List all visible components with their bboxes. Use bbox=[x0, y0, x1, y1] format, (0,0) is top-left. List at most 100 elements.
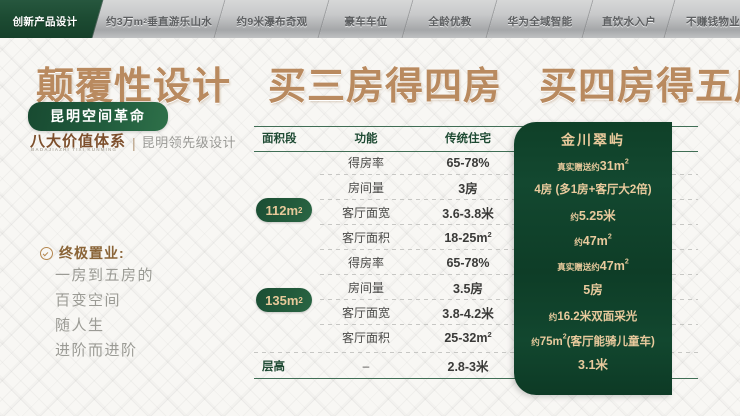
brand-main-label: 八大价值体系 bbox=[30, 134, 127, 150]
tab-quanling-youjiao[interactable]: 全龄优教 bbox=[400, 0, 500, 38]
tab-label: 直饮水入户 bbox=[602, 16, 656, 28]
row-divider bbox=[320, 299, 698, 300]
row-suffix: (客厅能骑儿童车) bbox=[566, 335, 655, 348]
highlight-row: 3.1米 bbox=[514, 353, 672, 378]
table-row: 客厅面积 18-25m 2 bbox=[254, 225, 698, 250]
area-badge-112: 112m 2 bbox=[256, 198, 312, 222]
traditional-cell: 25-32m2 bbox=[412, 330, 524, 345]
page-headline: 颠覆性设计 买三房得四房 买四房得五房 bbox=[36, 55, 740, 110]
row-prefix: 约 bbox=[548, 311, 558, 322]
row-main: 5.25米 bbox=[578, 208, 616, 223]
brand-latin-label: BADAJIAZHI TIXI KUNMING bbox=[31, 147, 118, 152]
table-row: 得房率 65-78% bbox=[254, 150, 698, 175]
row-divider bbox=[320, 174, 698, 175]
footer-traditional-cell: 2.8-3米 bbox=[447, 360, 489, 374]
ultimate-purchase-heading: 终极置业: bbox=[40, 243, 125, 263]
area-badge-value: 135m bbox=[265, 292, 299, 308]
table-header-rule bbox=[254, 151, 698, 153]
row-main: 4房 (多1房+客厅大2倍) bbox=[534, 184, 652, 197]
highlight-row: 真实赠送约31m2 bbox=[557, 158, 629, 173]
row-prefix: 真实赠送 bbox=[557, 161, 592, 172]
description-line: 进阶而进阶 bbox=[55, 342, 138, 359]
check-circle-icon bbox=[40, 246, 53, 260]
table-row: 房间量 3.5房 bbox=[254, 275, 698, 300]
ultimate-purchase-description: 一房到五房的 百变空间 随人生 进阶而进阶 bbox=[55, 263, 154, 363]
description-line: 随人生 bbox=[55, 317, 105, 334]
table-row: 客厅面宽 3.8-4.2米 bbox=[254, 300, 698, 325]
headline-part-2: 买三房得四房 bbox=[268, 66, 503, 108]
row-prefix: 约 bbox=[570, 211, 579, 222]
brand-value-system-line: 八大价值体系 | 昆明领先级设计 bbox=[30, 130, 236, 151]
tab-huawei-quanyu-zhineng[interactable]: 华为全域智能 bbox=[484, 0, 596, 38]
function-cell: 客厅面积 bbox=[341, 231, 390, 245]
function-cell: 客厅面宽 bbox=[341, 306, 390, 320]
table-bottom-rule bbox=[254, 378, 698, 380]
row-main: 75m bbox=[539, 335, 563, 348]
table-footer-row: 层高 – 2.8-3米 bbox=[254, 353, 698, 378]
headline-part-1: 颠覆性设计 bbox=[36, 66, 232, 108]
row-main: 47m bbox=[582, 233, 608, 248]
row-main: 31m bbox=[599, 158, 625, 173]
row-main: 3.1米 bbox=[578, 357, 608, 372]
traditional-cell: 65-78% bbox=[446, 155, 490, 170]
column-header-function: 功能 bbox=[354, 133, 378, 145]
row-prefix: 真实赠送 bbox=[557, 261, 592, 272]
table-header-row: 面积段 功能 传统住宅 bbox=[254, 126, 698, 150]
traditional-value: 18-25m bbox=[444, 231, 488, 246]
row-divider bbox=[320, 324, 698, 325]
tab-label: 豪车车位 bbox=[344, 16, 388, 28]
row-divider bbox=[320, 199, 698, 200]
row-prefix: 约 bbox=[531, 336, 540, 347]
tab-label: 创新产品设计 bbox=[12, 16, 78, 28]
description-line: 一房到五房的 bbox=[55, 267, 155, 284]
row-main: 5房 bbox=[583, 282, 603, 297]
area-badge-value: 112m bbox=[265, 202, 299, 218]
row-divider bbox=[320, 224, 698, 225]
function-cell: 房间量 bbox=[347, 181, 384, 195]
function-cell: 房间量 bbox=[347, 281, 384, 295]
highlight-row: 4房 (多1房+客厅大2倍) bbox=[514, 178, 672, 203]
function-cell: 客厅面积 bbox=[341, 331, 390, 345]
highlight-row: 约47m2 bbox=[514, 228, 672, 253]
row-sup: 2 bbox=[562, 333, 567, 341]
traditional-cell: 65-78% bbox=[446, 255, 490, 270]
tab-label: 约3万m 2 垂直游乐山水 bbox=[105, 16, 213, 28]
row-main: 47m bbox=[599, 258, 625, 273]
tab-zhiyinshui-rushu[interactable]: 直饮水入户 bbox=[580, 0, 678, 38]
tab-label: 约9米瀑布奇观 bbox=[236, 16, 308, 28]
top-tab-bar: 创新产品设计 约3万m 2 垂直游乐山水 约9米瀑布奇观 豪车车位 全龄优教 华为全… bbox=[0, 0, 740, 38]
traditional-cell: 3.6-3.8米 bbox=[442, 207, 494, 221]
highlight-panel-title: 金川翠屿 bbox=[561, 132, 625, 148]
row-divider bbox=[320, 249, 698, 250]
footer-area-cell: 层高 bbox=[262, 360, 285, 373]
area-badge-sup: 2 bbox=[298, 295, 303, 305]
row-sup: 2 bbox=[624, 258, 629, 266]
tab-chuangxin-chanpin-sheji[interactable]: 创新产品设计 bbox=[0, 0, 106, 38]
row-divider bbox=[320, 274, 698, 275]
highlight-row: 约75m2(客厅能骑儿童车) bbox=[514, 328, 672, 353]
row-prefix: 约 bbox=[574, 236, 583, 247]
tab-9mi-pubu-qiguan[interactable]: 约9米瀑布奇观 bbox=[212, 0, 332, 38]
tab-label: 华为全域智能 bbox=[507, 16, 573, 28]
tab-label: 全龄优教 bbox=[428, 16, 472, 28]
tab-haoche-chewei[interactable]: 豪车车位 bbox=[316, 0, 416, 38]
highlight-row: 约5.25米 bbox=[514, 203, 672, 228]
row-main: 16.2米双面采光 bbox=[557, 310, 638, 323]
tab-3wan-m2-chuizhi-youle-shanshui[interactable]: 约3万m 2 垂直游乐山水 bbox=[90, 0, 228, 38]
headline-part-3: 买四房得五房 bbox=[539, 66, 740, 108]
function-cell: 得房率 bbox=[347, 156, 384, 170]
traditional-cell: 3.5房 bbox=[453, 282, 483, 296]
comparison-table: 面积段 功能 传统住宅 得房率 65-78% 房间量 3房 客厅面宽 3.6-3… bbox=[254, 126, 698, 350]
table-row: 客厅面宽 3.6-3.8米 bbox=[254, 200, 698, 225]
table-row: 得房率 65-78% bbox=[254, 250, 698, 275]
highlight-row: 5房 bbox=[514, 278, 672, 303]
brand-divider: | bbox=[132, 135, 136, 151]
tab-buzhuanqian-wuye[interactable]: 不赚钱物业 bbox=[662, 0, 740, 38]
row-sup: 2 bbox=[624, 158, 629, 166]
area-badge-sup: 2 bbox=[298, 205, 303, 215]
kunming-space-revolution-pill: 昆明空间革命 bbox=[28, 102, 168, 131]
ultimate-purchase-label: 终极置业: bbox=[59, 245, 125, 261]
table-top-rule bbox=[254, 126, 698, 128]
table-row: 客厅面积 25-32m2 bbox=[254, 325, 698, 350]
row-sup: 2 bbox=[607, 233, 612, 241]
